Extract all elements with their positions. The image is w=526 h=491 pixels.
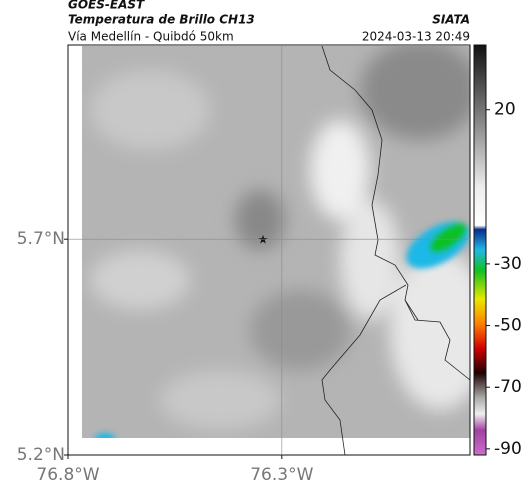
subtitle: Temperatura de Brillo CH13 xyxy=(68,13,255,27)
colorbar-tick-label: -30 xyxy=(494,254,522,274)
map-frame xyxy=(67,44,471,456)
lat-tick-label: 5.2°N xyxy=(17,445,65,465)
datetime: 2024-03-13 20:49 xyxy=(362,30,470,44)
lat-tick-label: 5.7°N xyxy=(17,229,65,249)
colorbar-tick-label: -70 xyxy=(494,377,522,397)
colorbar-tick-label: -90 xyxy=(494,439,522,459)
source: SIATA xyxy=(432,13,470,27)
route: Vía Medellín - Quibdó 50km xyxy=(68,30,234,44)
satellite-image xyxy=(82,46,470,438)
colorbar-tick-label: 20 xyxy=(494,100,516,120)
lon-tick-label: 76.3°W xyxy=(250,465,313,485)
lon-tick-label: 76.8°W xyxy=(36,465,99,485)
colorbar-tick-label: -50 xyxy=(494,316,522,336)
colorbar xyxy=(473,44,487,456)
boundaries xyxy=(321,45,471,456)
title: GOES-EAST xyxy=(68,0,145,12)
